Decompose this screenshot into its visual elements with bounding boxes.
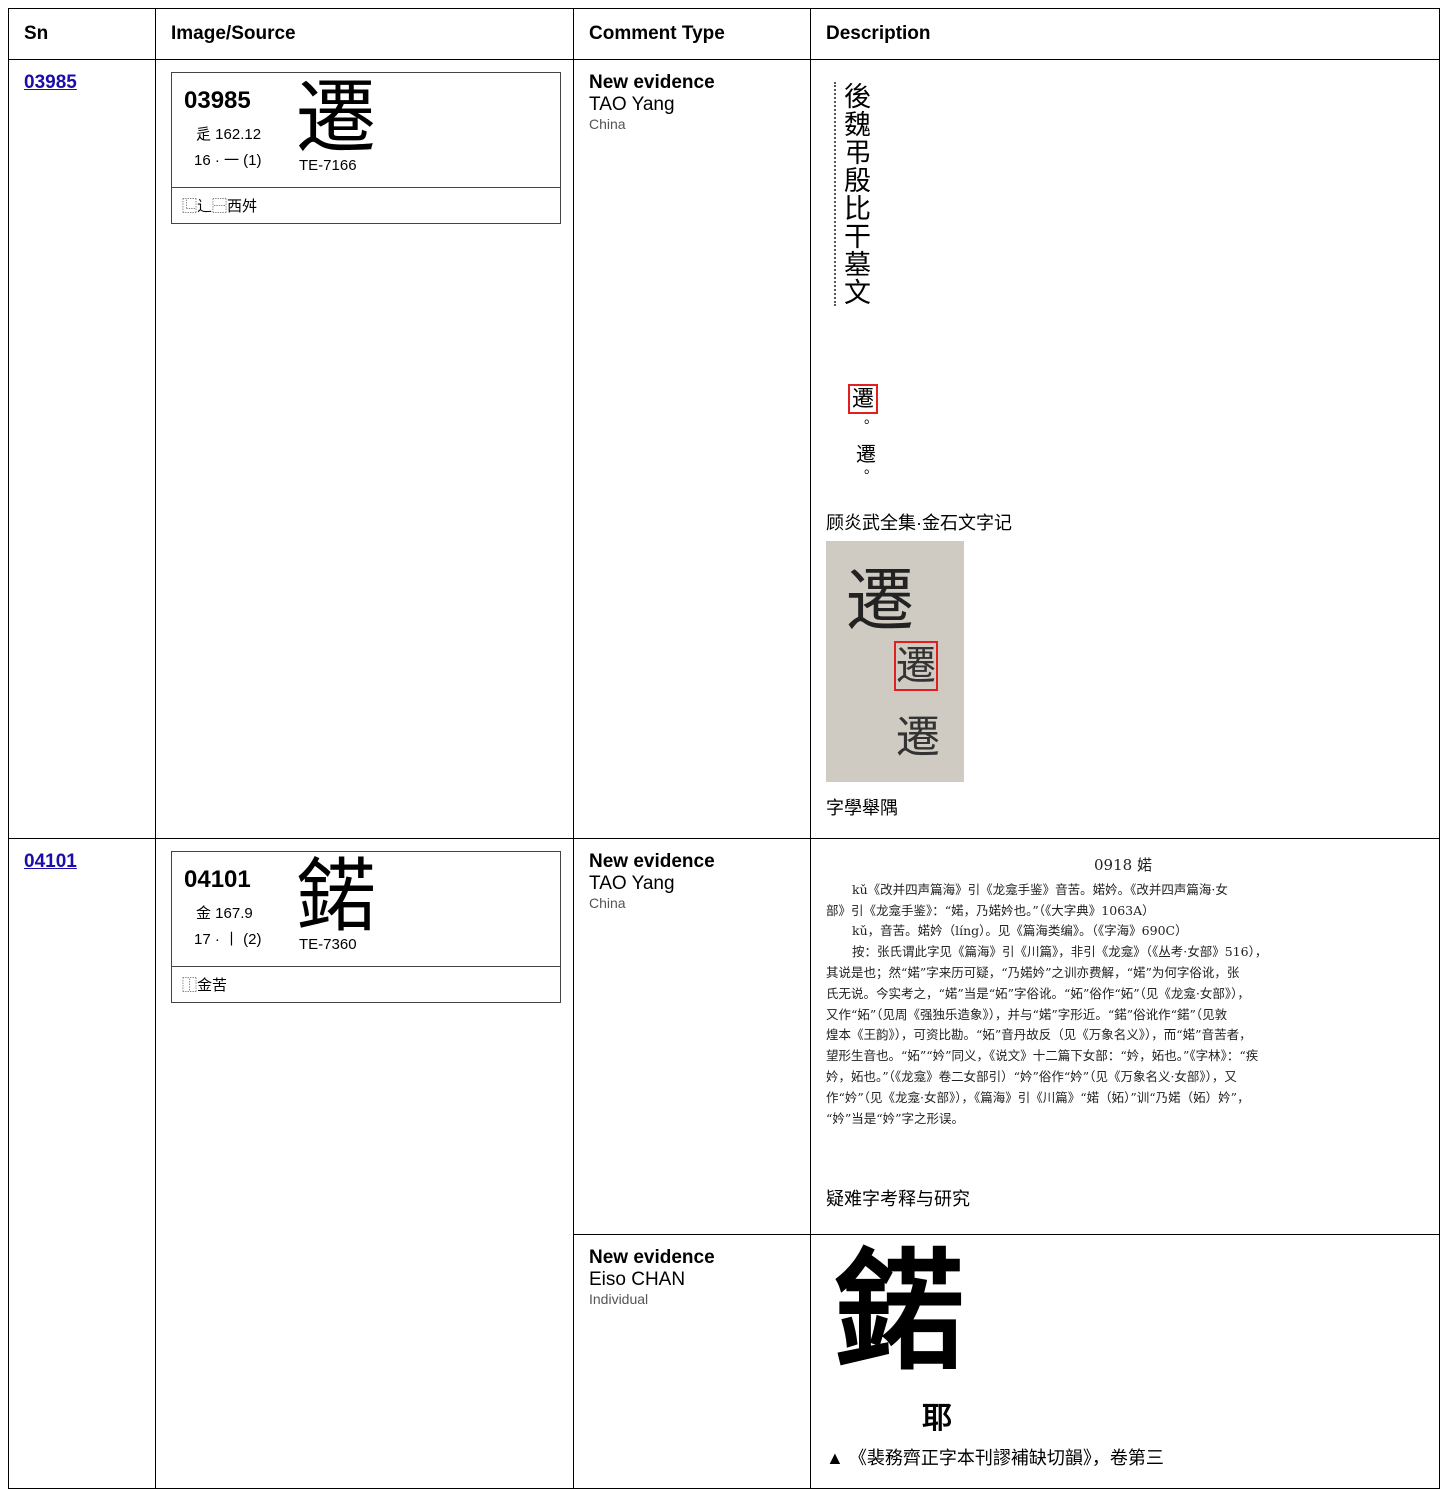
scan-line: kǔ，音苦。婼妗（líng）。见《篇海类编》。（《字海》690C） bbox=[852, 923, 1188, 939]
comment-cell: New evidence TAO Yang China bbox=[573, 838, 811, 1235]
sn-cell: 04101 bbox=[8, 838, 156, 1489]
image-cell: 04101 金 167.9 17 · 丨 (2) 鍩 TE-7360 ⿰金苦 bbox=[155, 838, 574, 1489]
commenter: Eiso CHAN bbox=[589, 1269, 686, 1290]
commenter: TAO Yang bbox=[589, 873, 675, 894]
glyph-char: 遷 bbox=[296, 71, 376, 164]
sn-link[interactable]: 04101 bbox=[24, 851, 77, 872]
scan-line: “妗”当是“妗”字之形误。 bbox=[826, 1110, 965, 1126]
glyph-top: 04101 金 167.9 17 · 丨 (2) 鍩 TE-7360 bbox=[172, 852, 560, 967]
description-cell: 0918 婼 kǔ《改并四声篇海》引《龙龛手鉴》音苦。婼妗。《改并四声篇海·女部》… bbox=[810, 838, 1440, 1235]
image-text: 。 bbox=[864, 460, 878, 476]
glyph-code: 04101 bbox=[184, 866, 251, 893]
scan-line: kǔ《改并四声篇海》引《龙龛手鉴》音苦。婼妗。《改并四声篇海·女 bbox=[852, 881, 1228, 897]
row: 04101 04101 金 167.9 17 · 丨 (2) 鍩 TE-7360… bbox=[8, 838, 1440, 1489]
evidence-caption: 顾炎武全集·金石文字记 bbox=[826, 513, 1012, 533]
comment-type: New evidence bbox=[589, 1247, 715, 1268]
scan-line: 其说是也；然“婼”字来历可疑，“乃婼妗”之训亦费解，“婼”为何字俗讹，张 bbox=[826, 964, 1240, 980]
comment-type: New evidence bbox=[589, 72, 715, 93]
evidence-image: 後魏弔殷比干墓文 遷 。 遷 。 bbox=[826, 78, 896, 503]
glyph-radical: 辵 162.12 bbox=[196, 126, 262, 143]
header-cell: Description bbox=[810, 8, 1440, 60]
evidence-image: 0918 婼 kǔ《改并四声篇海》引《龙龛手鉴》音苦。婼妗。《改并四声篇海·女部》… bbox=[826, 851, 1420, 1175]
glyph-strokes: 17 · 丨 (2) bbox=[194, 931, 262, 948]
scan-line: 氏无说。今实考之，“婼”当是“妬”字俗讹。“妬”俗作“妬”（见《龙龛·女部》）， bbox=[826, 985, 1250, 1001]
description-cell: 後魏弔殷比干墓文 遷 。 遷 。 顾炎武全集·金石文字记 遷 遷 遷 字學舉隅 bbox=[810, 59, 1440, 839]
glyph-ids: ⿰金苦 bbox=[182, 977, 228, 994]
image-text: 鍩 bbox=[834, 1243, 965, 1388]
image-text: 遷 bbox=[848, 384, 879, 414]
image-text: 遷 bbox=[856, 444, 876, 466]
glyph-source: TE-7166 bbox=[299, 157, 357, 174]
glyph-char: 鍩 bbox=[296, 850, 376, 943]
glyph-radical: 金 167.9 bbox=[196, 905, 253, 922]
header-cell: Comment Type bbox=[573, 8, 811, 60]
row: New evidence Eiso CHAN Individual 鍩 耶 ▲ … bbox=[9, 1234, 1440, 1489]
affiliation: China bbox=[589, 895, 626, 911]
image-text: 遷 bbox=[896, 712, 940, 763]
row: 03985 03985 辵 162.12 16 · 一 (1) 遷 TE-716… bbox=[8, 59, 1440, 839]
header-cell: Image/Source bbox=[155, 8, 574, 60]
comment-table: Sn Image/Source Comment Type Description… bbox=[8, 8, 1440, 1489]
glyph-card: 04101 金 167.9 17 · 丨 (2) 鍩 TE-7360 ⿰金苦 bbox=[171, 851, 561, 1003]
commenter: TAO Yang bbox=[589, 94, 675, 115]
glyph-ids: ⿺辶⿱西舛 bbox=[182, 198, 258, 215]
scan-line: 望形生音也。“妬”“妗”同义，《说文》十二篇下女部：“妗，妬也。”《字林》：“疾 bbox=[826, 1048, 1259, 1064]
affiliation: China bbox=[589, 116, 626, 132]
glyph-strokes: 16 · 一 (1) bbox=[194, 152, 262, 169]
glyph-top: 03985 辵 162.12 16 · 一 (1) 遷 TE-7166 bbox=[172, 73, 560, 188]
header-cell: Sn bbox=[8, 8, 156, 60]
affiliation: Individual bbox=[589, 1291, 649, 1307]
scan-line: 又作“妬”（见周《强独乐造象》），并与“婼”字形近。“鍩”俗讹作“鍩”（见敦 bbox=[826, 1006, 1228, 1022]
sn-cell: 03985 bbox=[8, 59, 156, 839]
scan-line: 煌本《王韵》），可资比勘。“妬”音丹故反（见《万象名义》），而“婼”音苦者， bbox=[826, 1027, 1252, 1043]
sn-link[interactable]: 03985 bbox=[24, 72, 77, 93]
image-text: 耶 bbox=[922, 1402, 952, 1435]
glyph-card: 03985 辵 162.12 16 · 一 (1) 遷 TE-7166 ⿺辶⿱西… bbox=[171, 72, 561, 224]
comment-cell: New evidence Eiso CHAN Individual bbox=[573, 1234, 811, 1489]
header-row: Sn Image/Source Comment Type Description bbox=[8, 8, 1440, 60]
image-text: 遷 bbox=[846, 562, 915, 641]
evidence-image: 鍩 耶 bbox=[826, 1243, 1001, 1438]
scan-heading: 0918 婼 bbox=[1094, 856, 1152, 874]
glyph-source: TE-7360 bbox=[299, 936, 357, 953]
image-text: 。 bbox=[864, 410, 878, 426]
comment-cell: New evidence TAO Yang China bbox=[573, 59, 811, 839]
scan-line: 部》引《龙龛手鉴》：“婼，乃婼妗也。”（《大字典》1063A） bbox=[826, 902, 1155, 918]
evidence-image: 遷 遷 遷 bbox=[826, 541, 964, 782]
evidence-caption: ▲ 《裴務齊正字本刊謬補缺切韻》，卷第三 bbox=[826, 1448, 1164, 1468]
evidence-caption: 疑难字考释与研究 bbox=[826, 1189, 970, 1209]
evidence-caption: 字學舉隅 bbox=[826, 798, 898, 818]
image-text: 遷 bbox=[894, 641, 938, 691]
comment-type: New evidence bbox=[589, 851, 715, 872]
glyph-code: 03985 bbox=[184, 87, 251, 114]
scan-line: 按：张氏谓此字见《篇海》引《川篇》，非引《龙龛》（《丛考·女部》516）， bbox=[852, 944, 1268, 960]
image-text: 後魏弔殷比干墓文 bbox=[834, 82, 870, 306]
scan-line: 作“妗”（见《龙龛·女部》），《篇海》引《川篇》“婼（妬）”训“乃婼（妬）妗”， bbox=[826, 1089, 1250, 1105]
image-cell: 03985 辵 162.12 16 · 一 (1) 遷 TE-7166 ⿺辶⿱西… bbox=[155, 59, 574, 839]
description-cell: 鍩 耶 ▲ 《裴務齊正字本刊謬補缺切韻》，卷第三 bbox=[810, 1234, 1440, 1489]
scan-line: 妗，妬也。”（《龙龛》卷二女部引）“妗”俗作“妗”（见《万象名义·女部》），又 bbox=[826, 1068, 1237, 1084]
